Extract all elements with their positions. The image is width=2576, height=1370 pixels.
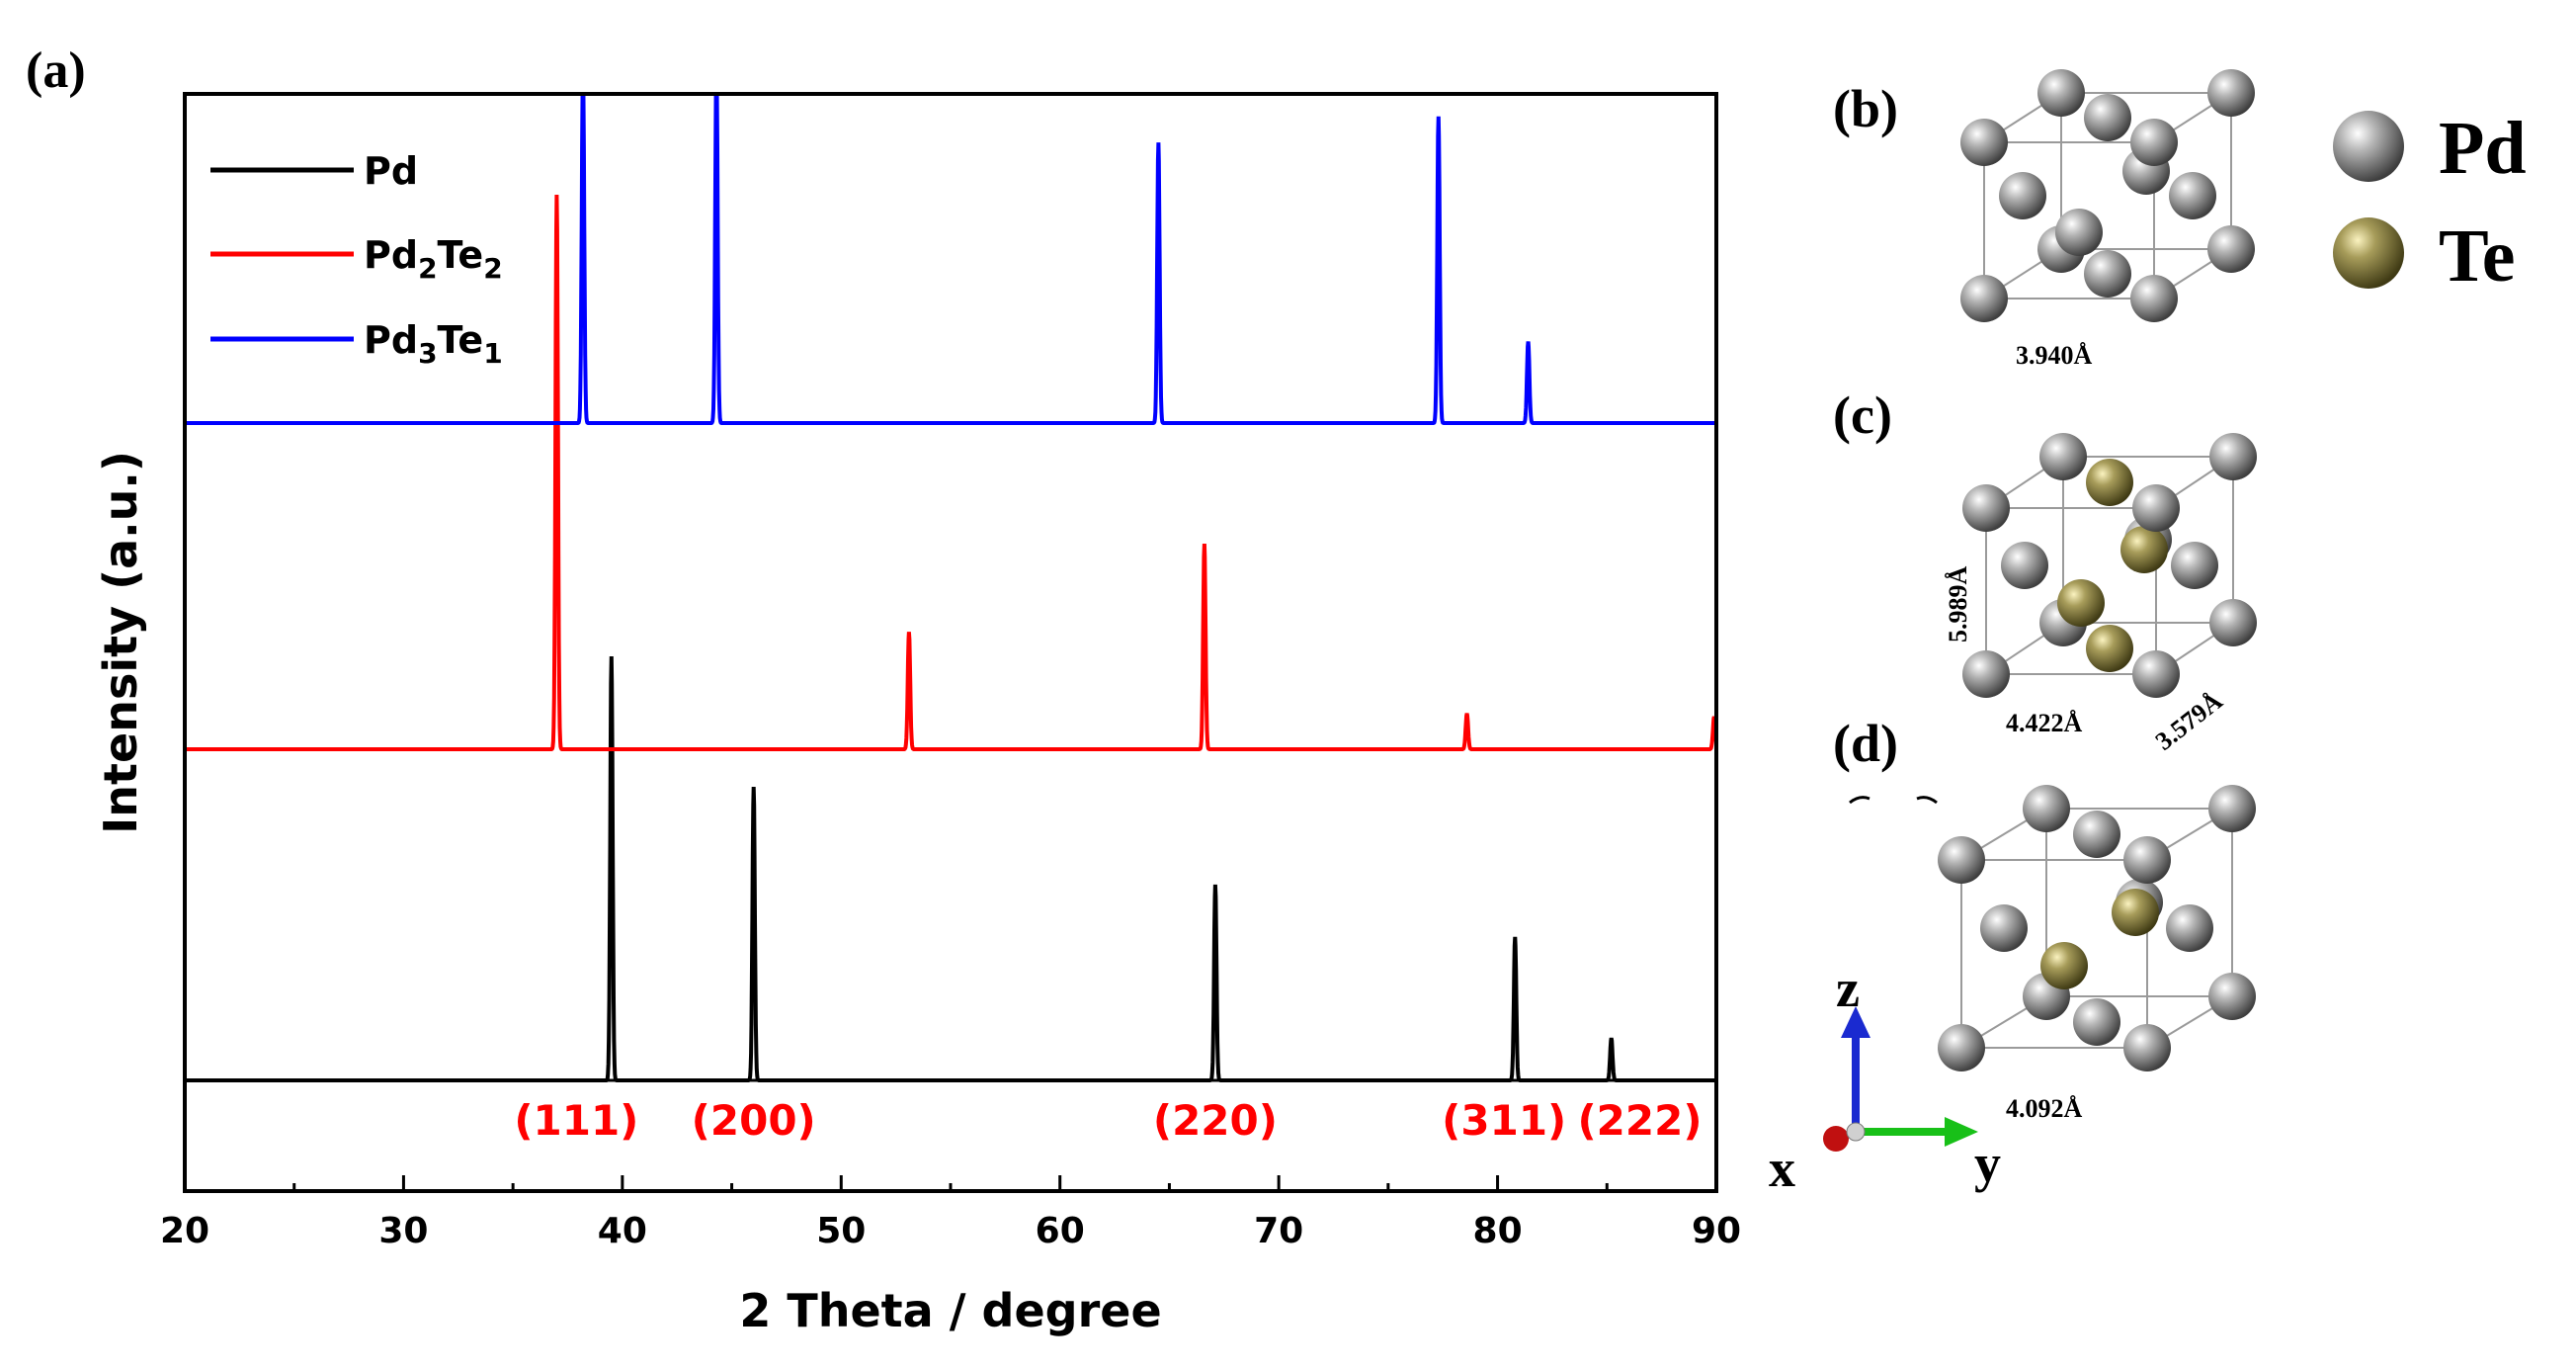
te-atom <box>2112 889 2159 936</box>
pd-atom <box>2171 542 2218 589</box>
pd-atom-legend-icon <box>2333 111 2404 182</box>
pd-atom <box>2130 275 2178 322</box>
miller-index-label: (222) <box>1577 1096 1702 1145</box>
pd-atom <box>1962 484 2010 532</box>
x-axis-label: 2 Theta / degree <box>739 1284 1161 1337</box>
pd-atom <box>2208 785 2256 832</box>
x-tick-label-40: 40 <box>598 1211 647 1251</box>
pd-atom <box>1999 172 2046 219</box>
te-atom <box>2086 625 2133 672</box>
pd-atom <box>2055 209 2103 256</box>
pd-atom <box>2123 1024 2171 1071</box>
series-line-pd <box>185 655 1716 1082</box>
xrd-chart: 20 30 40 50 60 70 80 90 Pd Pd2Te2 Pd3Te1 2 Thet… <box>94 92 1741 1337</box>
x-tick-label-60: 60 <box>1036 1211 1085 1251</box>
panel-label-c: (c) <box>1833 385 1892 445</box>
pd-atom <box>2166 904 2213 952</box>
pd-atom <box>1960 119 2008 166</box>
axes-origin <box>1846 1122 1866 1142</box>
te-atom <box>2040 942 2088 989</box>
pd-atom <box>2209 599 2257 646</box>
axis-label-y: y <box>1974 1134 2001 1193</box>
pd-atom <box>2208 973 2256 1020</box>
legend-label-pd3te1: Pd3Te1 <box>364 318 503 370</box>
pd-atom <box>2169 172 2216 219</box>
pd-atom <box>2209 433 2257 480</box>
miller-index-label: (200) <box>692 1096 816 1145</box>
y-axis-label: Intensity (a.u.) <box>94 451 147 834</box>
pd-legend-label: Pd <box>2439 107 2527 190</box>
chart-legend: Pd Pd2Te2 Pd3Te1 <box>210 149 503 370</box>
x-tick-label-80: 80 <box>1473 1211 1523 1251</box>
pd-atom <box>2132 650 2180 698</box>
legend-label-pd2te2: Pd2Te2 <box>364 233 503 285</box>
series-line-pd3te1 <box>185 94 1716 425</box>
dim-c-height: 5.989Å <box>1944 566 1972 643</box>
pd-atom <box>2039 433 2087 480</box>
z-arrow-head <box>1841 1006 1870 1038</box>
dim-c-width: 4.422Å <box>2006 709 2083 737</box>
te-atom-legend-icon <box>2333 217 2404 289</box>
pd-atom <box>2073 811 2120 858</box>
miller-index-label: (220) <box>1153 1096 1278 1145</box>
pd-atom <box>1962 650 2010 698</box>
pd-atom <box>2207 69 2255 117</box>
pd-atom <box>2207 225 2255 273</box>
pd-atom <box>1938 1024 1985 1071</box>
y-arrow-head <box>1945 1117 1978 1147</box>
coordinate-axes: x y z <box>1769 959 2001 1198</box>
pd-atom <box>2084 94 2131 141</box>
dim-b-edge: 3.940Å <box>2016 341 2093 370</box>
series-line-pd2te2 <box>185 194 1716 751</box>
pd-atom <box>2132 484 2180 532</box>
x-tick-label-70: 70 <box>1254 1211 1303 1251</box>
miller-index-label: (311) <box>1442 1096 1566 1145</box>
pd-atom <box>1980 904 2028 952</box>
pd-atom <box>1960 275 2008 322</box>
dim-d-edge: 4.092Å <box>2006 1094 2083 1123</box>
x-axis-dot <box>1823 1126 1849 1152</box>
x-tick-label-30: 30 <box>378 1211 428 1251</box>
x-tick-label-20: 20 <box>160 1211 209 1251</box>
axis-label-z: z <box>1836 959 1860 1018</box>
te-legend-label: Te <box>2439 214 2515 298</box>
panel-label-d: (d) <box>1833 714 1898 773</box>
miller-index-label: (111) <box>514 1096 638 1145</box>
axis-label-x: x <box>1769 1139 1795 1198</box>
te-atom <box>2057 579 2105 627</box>
pd-atom <box>2130 119 2178 166</box>
x-tick-label-90: 90 <box>1692 1211 1741 1251</box>
pd-atom <box>2073 998 2120 1046</box>
pd-atom <box>2084 250 2131 298</box>
pd-atom <box>2037 69 2085 117</box>
pd-atom <box>2023 785 2070 832</box>
atom-legend: Pd Te <box>2333 107 2527 298</box>
pd-atom <box>2123 836 2171 884</box>
arc-mark-left <box>1849 796 1870 805</box>
arc-mark-right <box>1916 796 1938 805</box>
te-atom <box>2120 526 2168 573</box>
pd-atom <box>2001 542 2048 589</box>
x-tick-label-50: 50 <box>816 1211 866 1251</box>
panel-label-b: (b) <box>1833 79 1898 138</box>
panel-label-a: (a) <box>26 43 86 99</box>
te-atom <box>2086 459 2133 506</box>
legend-label-pd: Pd <box>364 149 418 193</box>
pd-atom <box>1938 836 1985 884</box>
